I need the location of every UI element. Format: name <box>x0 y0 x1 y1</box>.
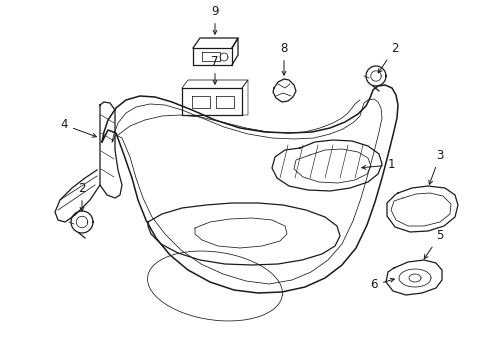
Text: 5: 5 <box>423 229 443 259</box>
Text: 7: 7 <box>211 55 218 84</box>
Polygon shape <box>385 260 441 295</box>
Polygon shape <box>386 186 457 232</box>
Text: 9: 9 <box>211 5 218 34</box>
Text: 8: 8 <box>280 42 287 75</box>
Text: 3: 3 <box>428 149 443 184</box>
Text: 1: 1 <box>361 158 395 171</box>
Text: 2: 2 <box>377 42 398 73</box>
Text: 2: 2 <box>78 182 85 211</box>
Text: 6: 6 <box>370 278 393 292</box>
Text: 4: 4 <box>61 118 96 137</box>
